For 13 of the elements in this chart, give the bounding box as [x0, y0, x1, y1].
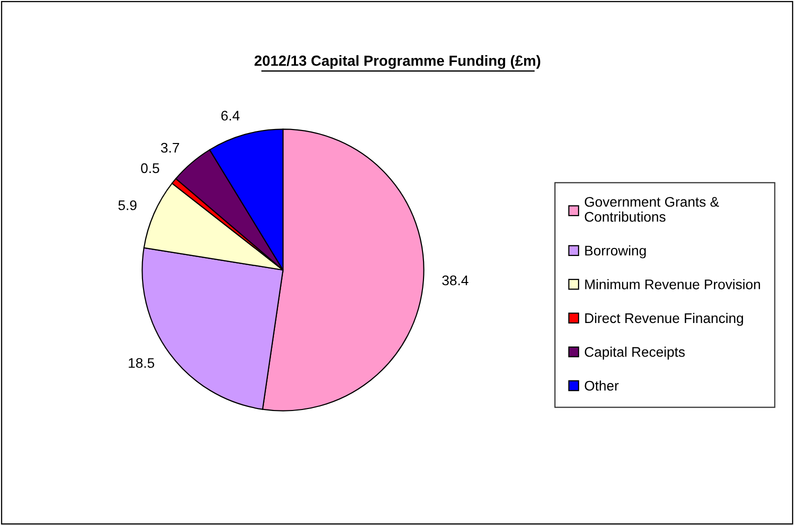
- legend-label: Direct Revenue Financing: [585, 312, 744, 326]
- chart-title: 2012/13 Capital Programme Funding (£m): [254, 55, 540, 69]
- data-label: 0.5: [141, 163, 160, 174]
- legend-label: Minimum Revenue Provision: [585, 279, 760, 290]
- data-label: 38.4: [442, 275, 468, 286]
- legend-label: Other: [584, 380, 619, 391]
- legend-label: Government Grants & Contributions: [584, 196, 719, 222]
- data-label: 5.9: [118, 200, 136, 210]
- data-label: 3.7: [160, 142, 180, 153]
- data-label: 6.4: [221, 110, 240, 121]
- legend-label: Borrowing: [585, 245, 646, 258]
- data-label: 18.5: [128, 358, 154, 368]
- legend-label: Capital Receipts: [584, 346, 685, 360]
